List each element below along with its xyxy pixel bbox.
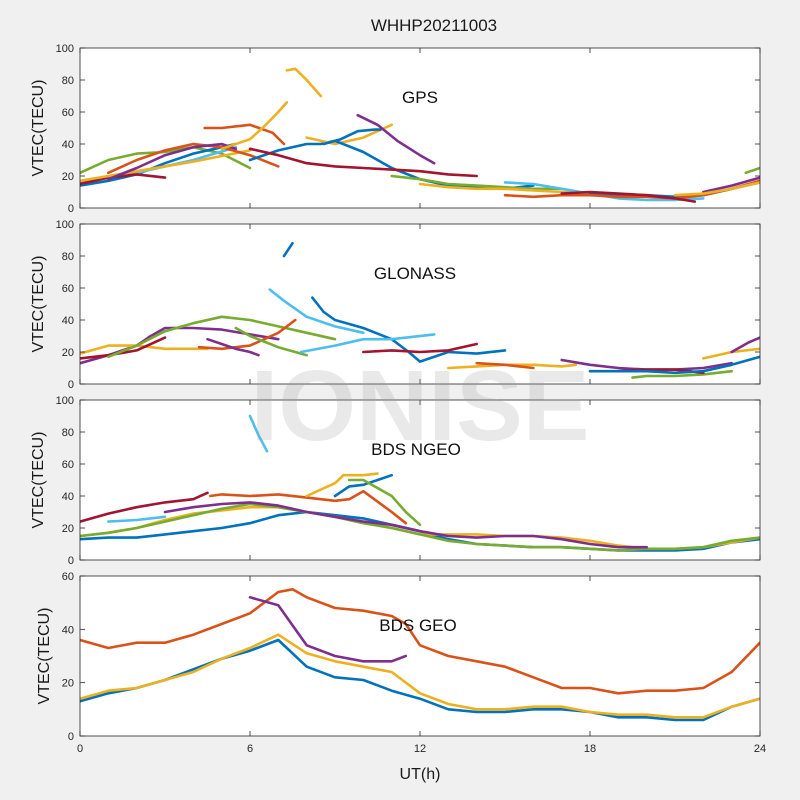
- y-tick-label: 100: [56, 43, 74, 55]
- series-line-9: [333, 473, 394, 498]
- y-tick-label: 20: [62, 171, 74, 183]
- y-tick-label: 20: [62, 523, 74, 535]
- series-line-4: [80, 502, 760, 552]
- series-line-13: [446, 363, 578, 370]
- series-line-3: [80, 336, 167, 360]
- y-tick-label: 80: [62, 427, 74, 439]
- series-line-18: [588, 355, 760, 375]
- y-tick-label: 20: [62, 678, 74, 690]
- y-tick-label: 100: [56, 219, 74, 231]
- panel-title: GPS: [402, 88, 438, 107]
- series-group: [80, 241, 760, 379]
- y-tick-label: 0: [68, 379, 74, 391]
- series-line-23: [701, 176, 760, 194]
- series-line-9: [282, 241, 294, 258]
- series-group: [80, 67, 760, 203]
- y-tick-label: 80: [62, 75, 74, 87]
- series-line-14: [356, 113, 436, 165]
- plot-area: [80, 224, 760, 384]
- series-line-11: [107, 515, 167, 523]
- plot-area: [80, 576, 760, 736]
- y-tick-label: 60: [62, 571, 74, 583]
- y-axis-label: VTEC(TECU): [30, 432, 47, 529]
- series-line-8: [268, 288, 365, 335]
- panel-title: BDS GEO: [379, 616, 456, 635]
- series-line-20: [730, 336, 760, 354]
- watermark-text: IONISE: [251, 350, 590, 462]
- series-line-25: [744, 166, 760, 175]
- series-line-12: [361, 342, 479, 354]
- series-line-16: [631, 369, 734, 379]
- series-line-3: [80, 638, 760, 722]
- series-line-18: [418, 182, 592, 195]
- y-axis-label: VTEC(TECU): [30, 256, 47, 353]
- series-line-5: [197, 318, 297, 351]
- series-line-10: [347, 478, 422, 527]
- series-line-11: [299, 333, 436, 354]
- series-group: [80, 587, 760, 722]
- series-line-2: [248, 595, 408, 663]
- panel-1: 0 20 40 60 80 100 VTEC(TECU) GPS: [30, 43, 761, 215]
- series-line-5: [80, 149, 252, 183]
- series-line-4: [107, 315, 337, 359]
- x-tick-label: 12: [414, 743, 426, 755]
- y-tick-label: 40: [62, 315, 74, 327]
- x-axis-label: UT(h): [400, 766, 441, 783]
- series-line-6: [209, 489, 408, 525]
- x-tick-label: 0: [77, 743, 83, 755]
- series-line-7: [248, 414, 269, 453]
- y-tick-label: 80: [62, 251, 74, 263]
- y-tick-label: 40: [62, 139, 74, 151]
- series-line-17: [390, 174, 564, 191]
- x-tick-label: 18: [584, 743, 596, 755]
- series-line-9: [220, 101, 289, 151]
- series-line-8: [305, 472, 379, 498]
- y-tick-label: 60: [62, 459, 74, 471]
- series-line-24: [673, 181, 760, 197]
- panel-4: 0 20 40 60 0 6 12 18 24 VTEC(TECU) BDS GEO: [36, 571, 766, 755]
- series-line-16: [248, 147, 479, 178]
- y-tick-label: 60: [62, 283, 74, 295]
- series-line-4: [80, 633, 760, 719]
- panel-title: GLONASS: [374, 264, 456, 283]
- series-line-1: [80, 587, 760, 695]
- y-tick-label: 0: [68, 731, 74, 743]
- series-line-7: [107, 142, 238, 181]
- y-tick-label: 40: [62, 624, 74, 636]
- series-line-8: [203, 123, 286, 146]
- plot-area: [80, 48, 760, 208]
- panel-2: 0 20 40 60 80 100 VTEC(TECU) GLONASS: [30, 219, 761, 391]
- series-group: [80, 414, 760, 552]
- panel-3: 0 20 40 60 80 100 VTEC(TECU) BDS NGEO: [30, 395, 761, 567]
- series-line-6: [206, 337, 260, 357]
- series-line-1: [80, 491, 209, 523]
- x-tick-label: 24: [754, 743, 766, 755]
- y-tick-label: 0: [68, 203, 74, 215]
- y-tick-label: 40: [62, 491, 74, 503]
- y-tick-label: 60: [62, 107, 74, 119]
- series-line-14: [475, 361, 535, 370]
- y-tick-label: 100: [56, 395, 74, 407]
- series-line-6: [107, 142, 280, 175]
- series-line-10: [285, 67, 323, 98]
- series-line-1: [80, 145, 252, 175]
- y-tick-label: 20: [62, 347, 74, 359]
- series-line-10: [310, 296, 507, 363]
- y-tick-label: 0: [68, 555, 74, 567]
- series-line-7: [234, 326, 309, 357]
- y-axis-label: VTEC(TECU): [30, 80, 47, 177]
- figure-title: WHHP20211003: [371, 16, 497, 35]
- series-line-22: [560, 190, 697, 203]
- series-line-4: [80, 173, 167, 186]
- y-axis-label: VTEC(TECU): [36, 608, 53, 705]
- panel-title: BDS NGEO: [371, 440, 461, 459]
- x-tick-label: 6: [247, 743, 253, 755]
- series-line-5: [163, 501, 649, 549]
